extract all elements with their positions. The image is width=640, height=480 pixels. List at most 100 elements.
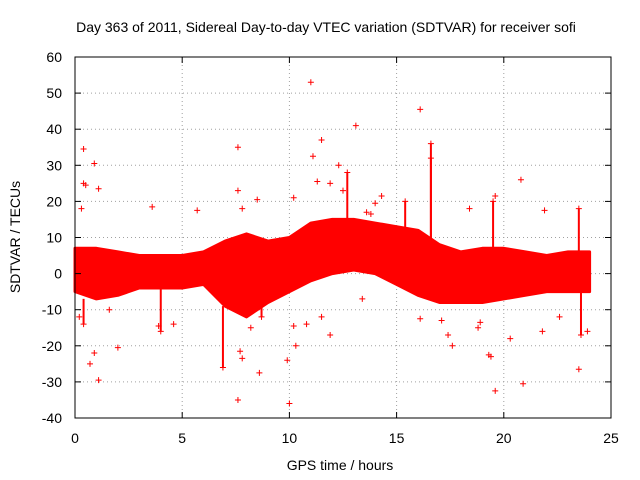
outlier-marker — [372, 200, 379, 207]
outlier-marker — [286, 400, 293, 407]
outlier-marker — [340, 187, 346, 194]
outlier-marker — [584, 328, 591, 335]
y-tick-label: 20 — [46, 193, 62, 209]
outlier-marker — [95, 377, 102, 384]
y-tick-label: -30 — [42, 374, 62, 390]
outlier-marker — [378, 192, 385, 199]
outlier-marker — [318, 313, 325, 320]
outlier-marker — [87, 360, 94, 367]
y-tick-labels: 60 50 40 30 20 10 0 -10 -20 -30 -40 — [42, 49, 62, 426]
outlier-marker — [492, 192, 499, 199]
outlier-marker — [487, 353, 494, 360]
outlier-marker — [352, 122, 359, 129]
outlier-marker — [359, 295, 366, 302]
x-tick-label: 10 — [282, 430, 298, 446]
spike-marker — [577, 331, 584, 338]
chart-title: Day 363 of 2011, Sidereal Day-to-day VTE… — [76, 19, 576, 35]
outlier-marker — [517, 176, 524, 183]
outlier-marker — [290, 194, 297, 201]
outlier-marker — [91, 350, 98, 357]
outlier-marker — [256, 369, 263, 376]
spike-marker — [80, 321, 87, 328]
outlier-marker — [194, 207, 201, 214]
x-tick-label: 5 — [178, 430, 186, 446]
y-tick-label: -20 — [42, 338, 62, 354]
spike-marker — [402, 198, 409, 205]
outlier-marker — [475, 324, 482, 331]
x-tick-labels: 0 5 10 15 20 25 — [71, 430, 619, 446]
outlier-marker — [363, 209, 370, 216]
spike-marker — [258, 313, 265, 320]
spike-marker — [157, 328, 164, 335]
outlier-marker — [247, 324, 254, 331]
outlier-marker — [290, 322, 297, 329]
outlier-marker — [91, 160, 98, 167]
outlier-marker — [507, 335, 514, 342]
y-tick-label: -10 — [42, 302, 62, 318]
outlier-marker — [239, 355, 246, 362]
outlier-marker — [239, 205, 246, 212]
x-tick-label: 0 — [71, 430, 79, 446]
outlier-marker — [367, 211, 374, 218]
outlier-marker — [170, 321, 177, 328]
outlier-marker — [327, 180, 334, 187]
outlier-marker — [303, 321, 310, 328]
y-tick-label: -40 — [42, 410, 62, 426]
spike-marker — [427, 140, 434, 147]
x-tick-label: 20 — [496, 430, 512, 446]
outlier-marker — [76, 313, 83, 320]
outlier-marker — [254, 196, 261, 203]
outlier-marker — [541, 207, 548, 214]
y-tick-label: 60 — [46, 49, 62, 65]
y-tick-label: 50 — [46, 85, 62, 101]
spike-marker — [344, 169, 351, 176]
outlier-marker — [237, 348, 244, 355]
outlier-marker — [309, 153, 316, 160]
dense-data-band — [73, 217, 592, 319]
outlier-marker — [234, 144, 241, 151]
outlier-marker — [155, 322, 162, 329]
outlier-marker — [106, 306, 113, 313]
y-tick-label: 30 — [46, 157, 62, 173]
y-tick-label: 0 — [54, 266, 62, 282]
outlier-marker — [114, 344, 121, 351]
spike-marker — [575, 205, 582, 212]
outlier-marker — [149, 203, 156, 210]
spike-marker — [427, 155, 434, 162]
outlier-marker — [80, 146, 87, 153]
outlier-marker — [234, 396, 241, 403]
outlier-marker — [466, 205, 473, 212]
outlier-marker — [95, 185, 102, 192]
outlier-marker — [492, 387, 499, 394]
outlier-marker — [445, 331, 452, 338]
y-axis-label: SDTVAR / TECUs — [7, 181, 23, 293]
x-tick-label: 25 — [603, 430, 619, 446]
spike-marker — [490, 198, 497, 205]
outlier-marker — [438, 317, 445, 324]
y-tick-label: 40 — [46, 121, 62, 137]
outlier-marker — [318, 137, 325, 144]
outlier-marker — [417, 106, 424, 113]
outlier-marker — [539, 328, 546, 335]
outlier-marker — [520, 380, 527, 387]
outlier-marker — [284, 357, 291, 364]
y-tick-label: 10 — [46, 230, 62, 246]
outlier-marker — [335, 162, 342, 169]
outlier-marker — [314, 178, 321, 185]
outlier-marker — [307, 79, 314, 86]
outlier-marker — [556, 313, 563, 320]
axis-ticks — [74, 56, 612, 419]
outlier-marker — [477, 319, 484, 326]
outlier-marker — [449, 342, 456, 349]
outlier-marker — [292, 342, 299, 349]
x-axis-label: GPS time / hours — [287, 457, 394, 473]
data-points — [73, 79, 592, 407]
outlier-marker — [82, 182, 89, 189]
outlier-marker — [575, 366, 582, 373]
outlier-marker — [234, 187, 241, 194]
outlier-marker — [417, 315, 424, 322]
x-tick-label: 15 — [389, 430, 405, 446]
outlier-marker — [78, 205, 85, 212]
spike-marker — [219, 364, 226, 371]
